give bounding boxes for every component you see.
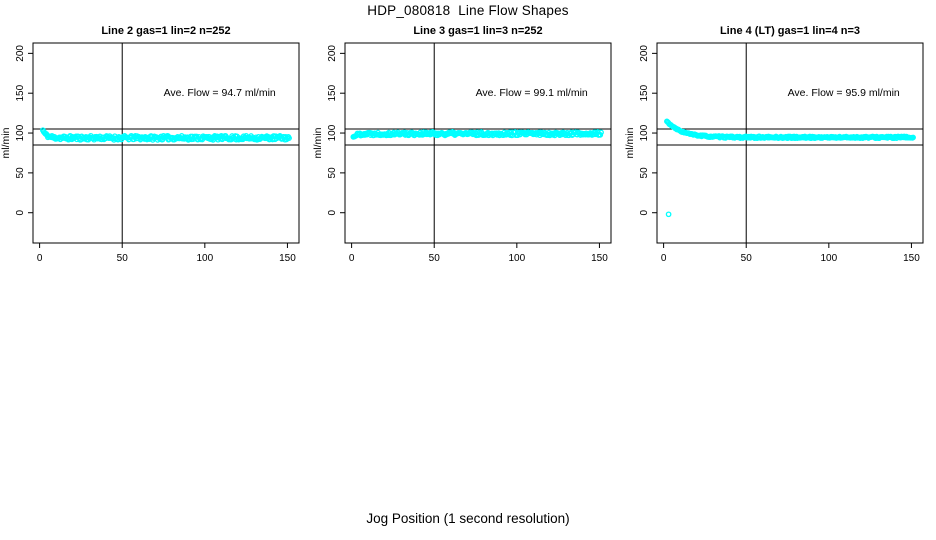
panel-title: Line 2 gas=1 lin=2 n=252 (101, 25, 230, 37)
y-tick-label: 0 (327, 210, 338, 216)
y-tick-label: 200 (327, 45, 338, 62)
outlier-point (665, 211, 672, 218)
y-axis-label: ml/min (312, 127, 324, 158)
x-tick-label: 0 (37, 253, 43, 264)
y-axis-label: ml/min (0, 127, 12, 158)
y-tick-label: 100 (639, 124, 650, 141)
x-tick-label: 50 (429, 253, 441, 264)
x-tick-label: 50 (741, 253, 753, 264)
y-tick-label: 0 (639, 210, 650, 216)
x-tick-label: 150 (903, 253, 920, 264)
y-tick-label: 100 (15, 124, 26, 141)
x-tick-label: 150 (279, 253, 296, 264)
x-tick-label: 100 (820, 253, 837, 264)
y-tick-label: 100 (327, 124, 338, 141)
x-tick-label: 100 (508, 253, 525, 264)
y-tick-label: 50 (327, 167, 338, 179)
panels-row: Line 2 gas=1 lin=2 n=252 0 50 100 150 0 50 100 1… (0, 25, 924, 264)
y-tick-label: 0 (15, 210, 26, 216)
data-points (40, 127, 292, 143)
y-tick-label: 200 (15, 45, 26, 62)
panel-line2-plot: Line 2 gas=1 lin=2 n=252 0 50 100 150 0 50 100 1… (0, 25, 300, 264)
y-tick-label: 50 (15, 167, 26, 179)
data-points (350, 129, 604, 140)
y-tick-label: 150 (327, 84, 338, 101)
ave-flow-annotation: Ave. Flow = 95.9 ml/min (788, 87, 900, 99)
figure-title: HDP_080818 Line Flow Shapes (367, 3, 569, 18)
panel-line3-plot: Line 3 gas=1 lin=3 n=252 0 50 100 150 0 50 100 1… (312, 25, 612, 264)
x-tick-label: 50 (117, 253, 129, 264)
y-tick-label: 150 (639, 84, 650, 101)
panel-title: Line 4 (LT) gas=1 lin=4 n=3 (720, 25, 860, 37)
panel-line4-plot: Line 4 (LT) gas=1 lin=4 n=3 0 50 100 150 0 50 1… (624, 25, 924, 264)
panel-title: Line 3 gas=1 lin=3 n=252 (413, 25, 542, 37)
x-axis-caption: Jog Position (1 second resolution) (366, 511, 570, 526)
x-tick-label: 0 (349, 253, 355, 264)
x-tick-label: 100 (196, 253, 213, 264)
ave-flow-annotation: Ave. Flow = 99.1 ml/min (476, 87, 588, 99)
data-points (664, 118, 916, 218)
plot-box (656, 42, 924, 244)
plot-box (32, 42, 300, 244)
y-tick-label: 150 (15, 84, 26, 101)
y-tick-label: 200 (639, 45, 650, 62)
x-tick-label: 0 (661, 253, 667, 264)
x-tick-label: 150 (591, 253, 608, 264)
y-tick-label: 50 (639, 167, 650, 179)
y-axis-label: ml/min (624, 127, 636, 158)
plot-box (344, 42, 612, 244)
ave-flow-annotation: Ave. Flow = 94.7 ml/min (164, 87, 276, 99)
